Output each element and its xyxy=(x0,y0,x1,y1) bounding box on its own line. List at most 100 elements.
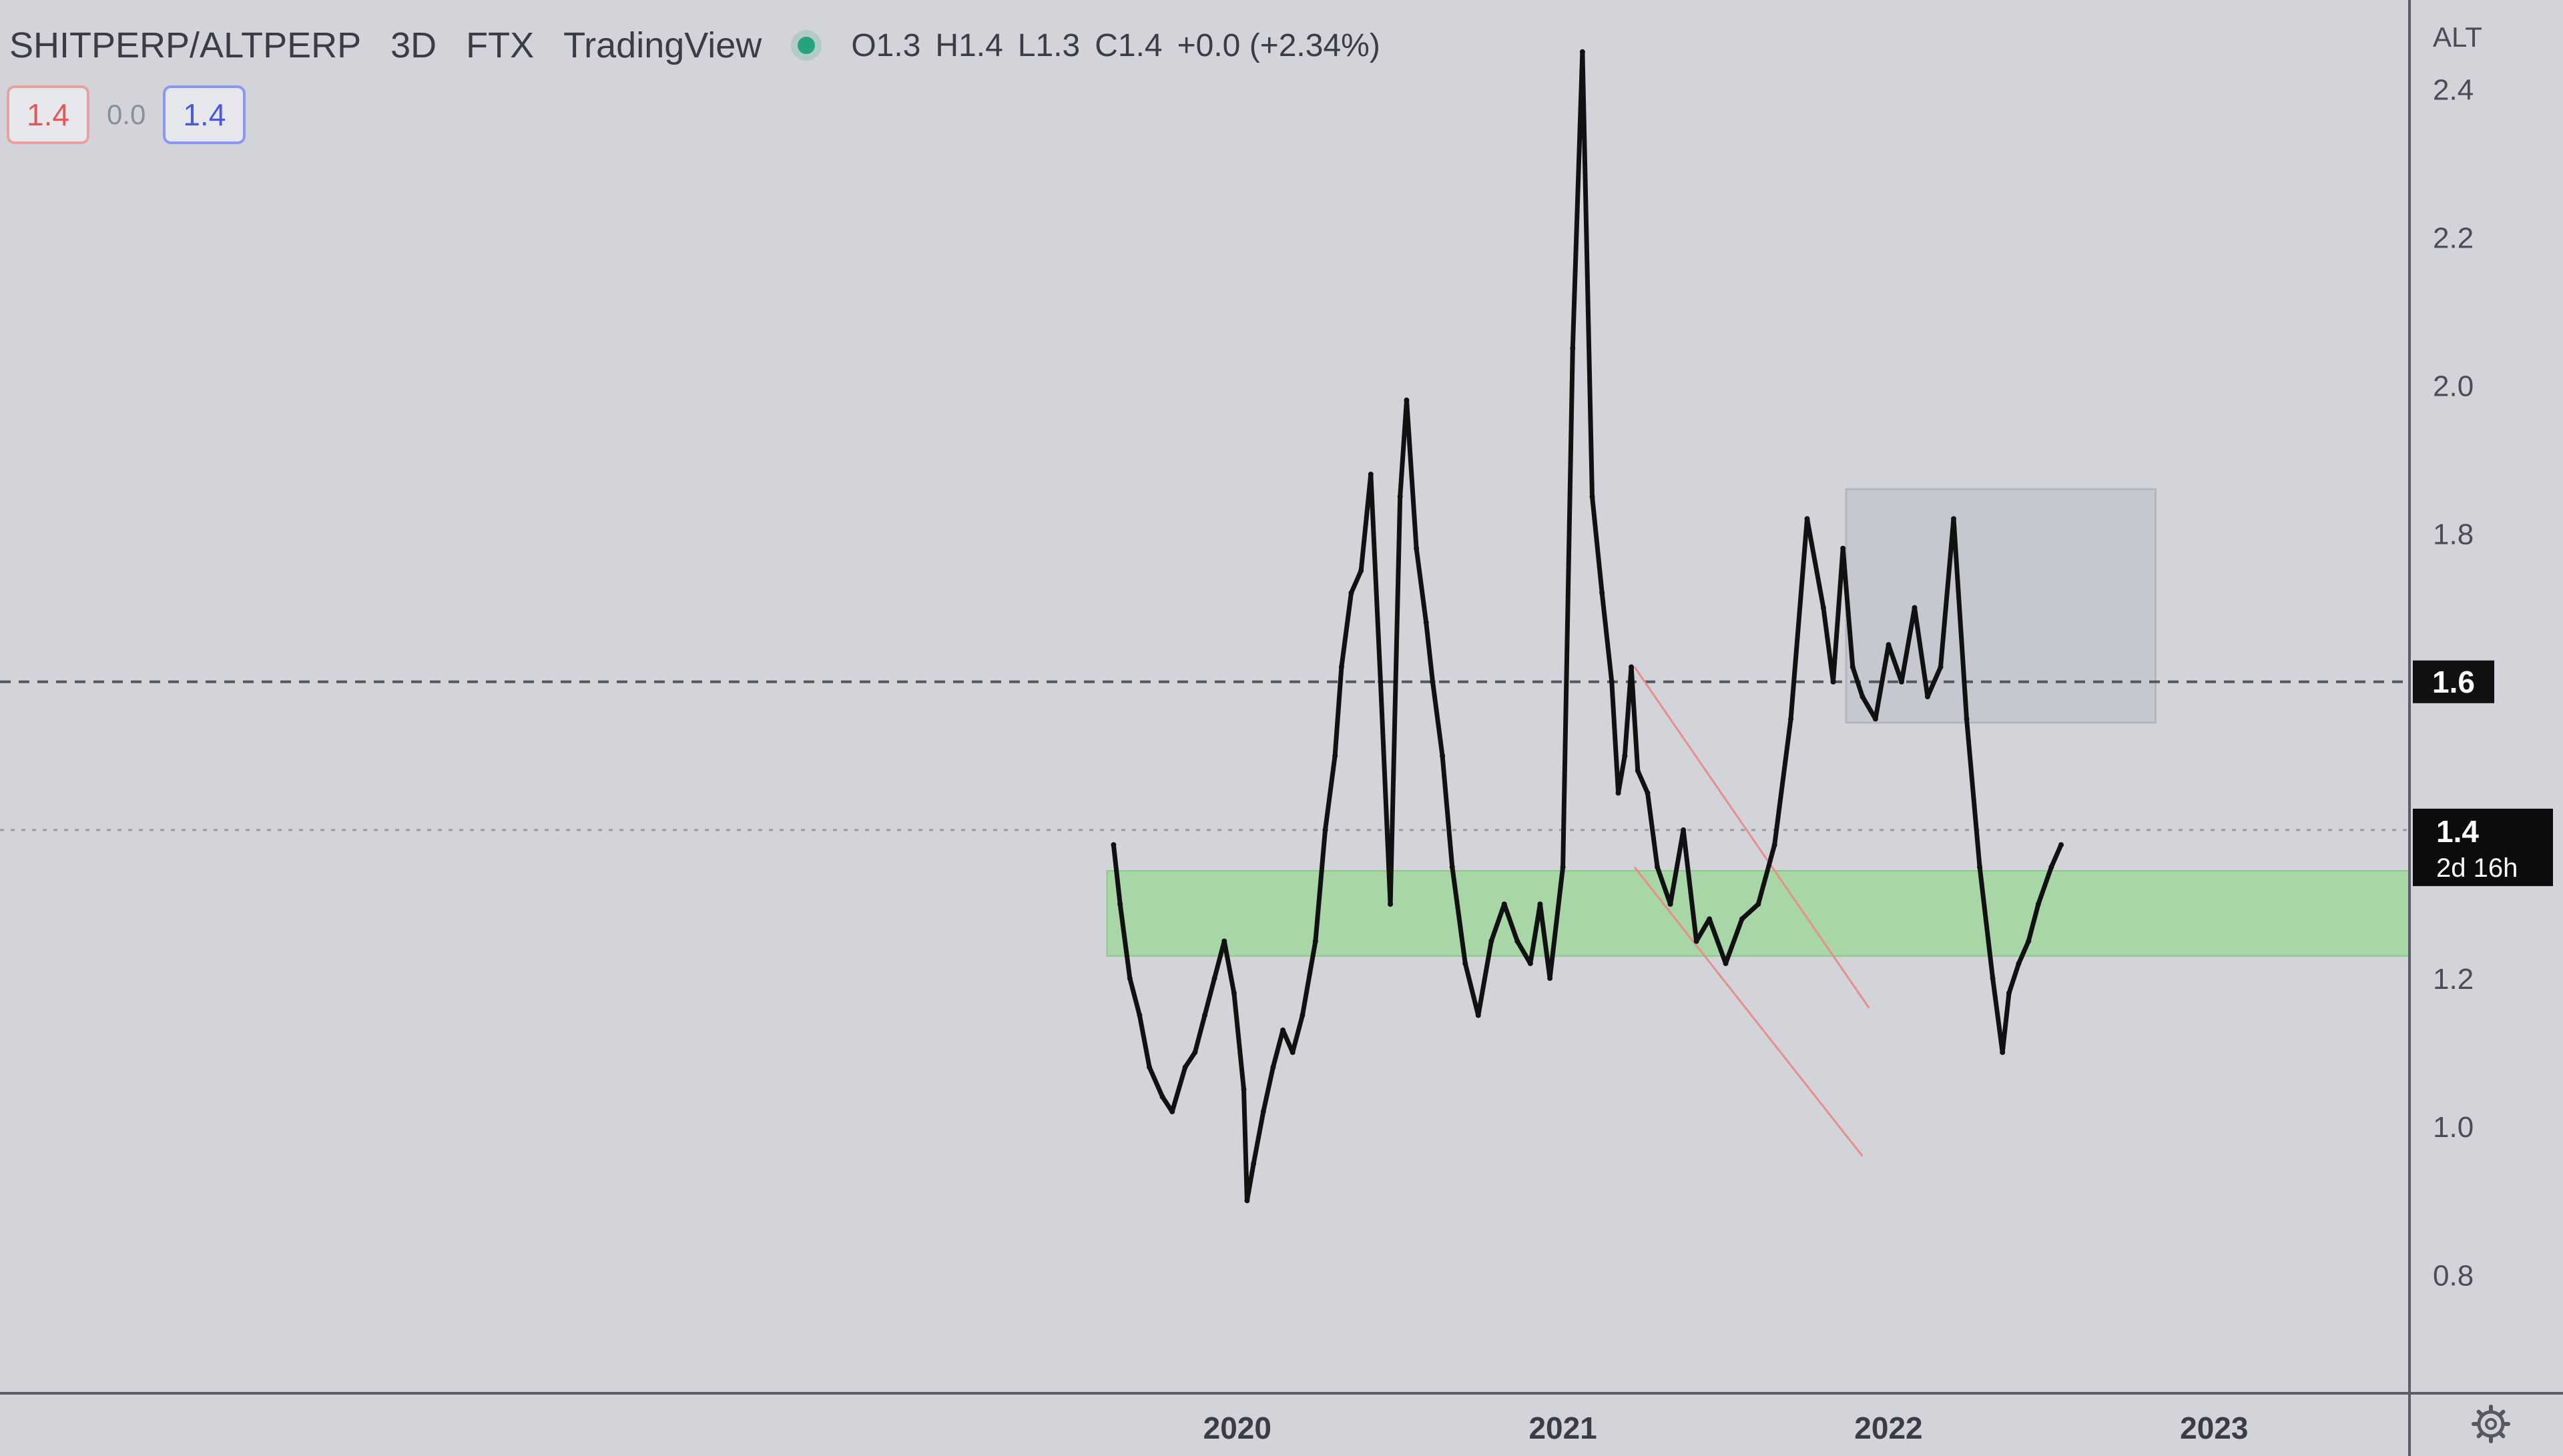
price-point xyxy=(1300,1012,1306,1018)
x-tick-label: 2023 xyxy=(2180,1411,2248,1445)
y-tick-label: 2.4 xyxy=(2433,73,2474,106)
price-point xyxy=(1681,827,1687,833)
price-point xyxy=(1977,864,1983,870)
price-point xyxy=(1925,694,1930,699)
ohlc-values: O1.3 H1.4 L1.3 C1.4 +0.0 (+2.34%) xyxy=(851,27,1380,64)
price-point xyxy=(2035,901,2041,907)
price-point xyxy=(1388,901,1394,907)
price-point xyxy=(1475,1012,1481,1018)
x-tick-label: 2021 xyxy=(1528,1411,1597,1445)
buy-price-button[interactable]: 1.4 xyxy=(163,85,246,144)
symbol-label[interactable]: SHITPERP/ALTPERP xyxy=(9,25,362,65)
price-point xyxy=(1527,960,1533,966)
price-point xyxy=(1358,568,1364,574)
price-point xyxy=(1830,679,1836,685)
price-point xyxy=(1244,1198,1250,1204)
price-point xyxy=(1462,960,1468,966)
price-point xyxy=(1622,753,1628,759)
trendline-0 xyxy=(1633,666,1870,1009)
price-point xyxy=(1280,1027,1286,1033)
price-point xyxy=(1290,1050,1296,1056)
price-point xyxy=(1804,516,1810,522)
price-point xyxy=(1964,716,1970,722)
price-point xyxy=(1667,901,1673,907)
price-point xyxy=(1707,916,1713,922)
y-tick-label: 1.8 xyxy=(2433,518,2474,551)
price-point xyxy=(1860,694,1866,699)
interval-label[interactable]: 3D xyxy=(390,25,437,65)
price-point xyxy=(2058,842,2064,848)
source-label: TradingView xyxy=(563,25,762,65)
price-point xyxy=(1609,679,1615,685)
price-point xyxy=(1886,642,1892,648)
price-point xyxy=(1378,679,1384,685)
price-point xyxy=(1322,827,1328,833)
price-point xyxy=(1849,664,1856,670)
support-zone xyxy=(1106,870,2410,957)
price-point xyxy=(1348,590,1354,596)
level-price-tag xyxy=(2413,660,2494,703)
price-point xyxy=(1938,664,1944,670)
price-point xyxy=(1655,864,1661,870)
price-point xyxy=(2026,938,2032,944)
price-point xyxy=(1211,976,1217,982)
price-point xyxy=(1423,619,1429,625)
price-point xyxy=(1440,753,1446,759)
range-rectangle xyxy=(1845,488,2157,724)
settings-gear-icon[interactable] xyxy=(2470,1403,2512,1445)
price-point xyxy=(1693,938,1699,944)
price-point xyxy=(1629,664,1635,670)
price-point xyxy=(1755,901,1761,907)
price-point xyxy=(1615,790,1621,796)
price-point xyxy=(1635,768,1641,774)
price-point xyxy=(1599,590,1605,596)
y-tick-label: 2.0 xyxy=(2433,370,2474,403)
price-point xyxy=(1547,976,1553,982)
price-point xyxy=(1951,516,1957,522)
price-point xyxy=(1840,545,1846,551)
market-status-icon xyxy=(798,37,816,54)
axis-unit-label: ALT xyxy=(2433,21,2482,53)
price-point xyxy=(1990,976,1996,982)
price-point xyxy=(1127,976,1133,982)
price-point xyxy=(1202,1012,1207,1018)
trendline-1 xyxy=(1633,866,1864,1157)
price-point xyxy=(1570,346,1576,351)
price-point xyxy=(1537,901,1543,907)
price-point xyxy=(1231,990,1237,996)
price-point xyxy=(1312,938,1318,944)
bar-countdown: 2d 16h xyxy=(2436,853,2518,883)
exchange-label: FTX xyxy=(466,25,535,65)
y-tick-label: 1.2 xyxy=(2433,963,2474,996)
price-point xyxy=(1147,1064,1153,1070)
price-point xyxy=(1332,753,1338,759)
price-line-series-0 xyxy=(1111,49,2064,1203)
price-point xyxy=(1111,842,1117,848)
close-value: C1.4 xyxy=(1095,27,1163,63)
price-point xyxy=(1771,842,1777,848)
order-price-boxes: 1.4 0.0 1.4 xyxy=(7,85,246,144)
price-point xyxy=(1368,471,1374,477)
price-point xyxy=(1645,790,1651,796)
price-point xyxy=(1589,494,1595,500)
price-point xyxy=(1723,960,1729,966)
price-point xyxy=(1270,1064,1276,1070)
sell-price-button[interactable]: 1.4 xyxy=(7,85,89,144)
price-point xyxy=(1739,916,1745,922)
price-point xyxy=(1501,901,1507,907)
price-point xyxy=(2000,1050,2006,1056)
price-point xyxy=(1192,1050,1198,1056)
price-point xyxy=(1488,938,1494,944)
price-point xyxy=(1338,664,1344,670)
price-point xyxy=(1898,679,1904,685)
price-point xyxy=(1169,1108,1175,1114)
price-point xyxy=(1912,605,1918,611)
price-point xyxy=(1221,938,1227,944)
price-point xyxy=(1241,1086,1247,1092)
price-point xyxy=(1788,716,1794,722)
price-point xyxy=(1117,901,1123,907)
change-value: +0.0 (+2.34%) xyxy=(1177,27,1380,63)
x-tick-label: 2020 xyxy=(1203,1411,1271,1445)
